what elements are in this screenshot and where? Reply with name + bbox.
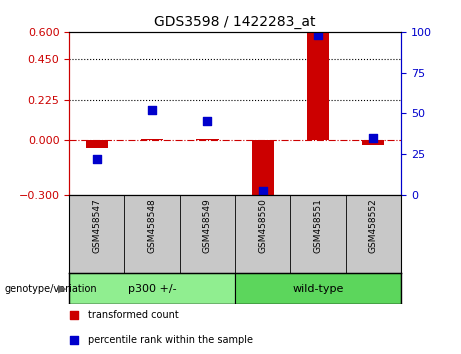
Point <box>70 312 77 318</box>
Bar <box>362 141 384 145</box>
Bar <box>252 141 274 196</box>
Point <box>259 189 266 194</box>
Bar <box>196 139 219 141</box>
Point <box>314 32 322 38</box>
Text: GSM458549: GSM458549 <box>203 199 212 253</box>
Point <box>204 119 211 124</box>
Bar <box>141 139 163 141</box>
Text: GSM458552: GSM458552 <box>369 199 378 253</box>
Point <box>370 135 377 141</box>
Text: ▶: ▶ <box>59 284 67 293</box>
Point <box>148 107 156 113</box>
Text: GSM458551: GSM458551 <box>313 199 323 253</box>
Bar <box>307 33 329 141</box>
Title: GDS3598 / 1422283_at: GDS3598 / 1422283_at <box>154 16 316 29</box>
Text: percentile rank within the sample: percentile rank within the sample <box>88 335 253 346</box>
Bar <box>86 141 108 148</box>
Text: GSM458548: GSM458548 <box>148 199 157 253</box>
Text: wild-type: wild-type <box>292 284 344 293</box>
Bar <box>69 273 235 304</box>
Text: p300 +/-: p300 +/- <box>128 284 177 293</box>
Text: transformed count: transformed count <box>88 309 178 320</box>
Text: GSM458550: GSM458550 <box>258 199 267 253</box>
Text: genotype/variation: genotype/variation <box>5 284 97 293</box>
Point <box>70 337 77 343</box>
Text: GSM458547: GSM458547 <box>92 199 101 253</box>
Bar <box>235 273 401 304</box>
Point <box>93 156 100 162</box>
